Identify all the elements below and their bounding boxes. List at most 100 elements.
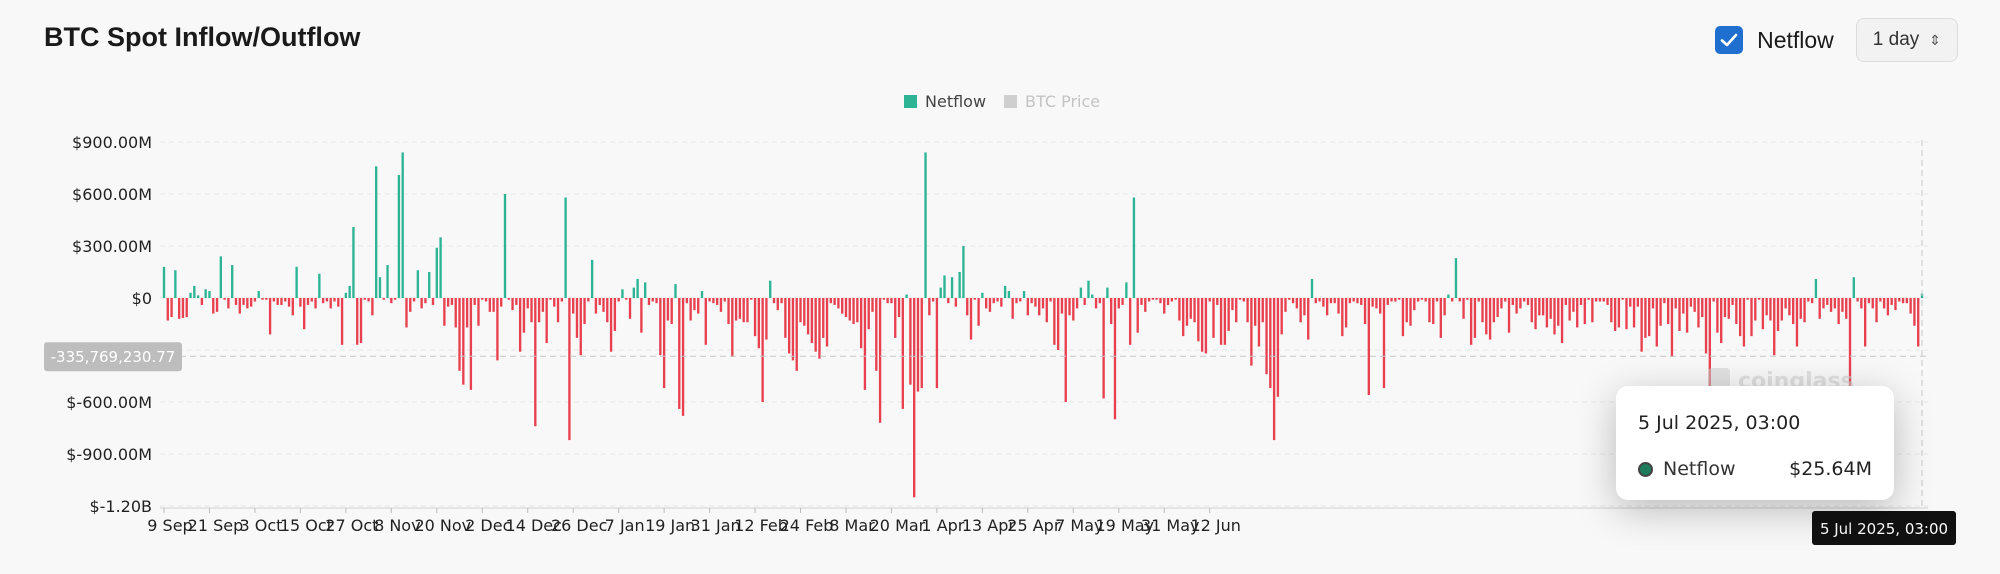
bar <box>617 298 620 302</box>
bar <box>1432 298 1435 324</box>
bar <box>1140 298 1143 305</box>
bar <box>594 298 598 314</box>
bar <box>1056 298 1060 350</box>
bar <box>746 298 749 323</box>
bar <box>1568 298 1571 321</box>
bar <box>496 298 499 361</box>
bar <box>249 298 253 307</box>
bar <box>950 277 954 298</box>
bar <box>1625 298 1628 330</box>
bar <box>1379 298 1382 314</box>
bar <box>1288 298 1291 300</box>
bar <box>1363 298 1367 324</box>
bar <box>738 298 742 319</box>
bar <box>340 298 344 345</box>
bar <box>882 298 886 300</box>
bar <box>1344 298 1348 328</box>
bar <box>1371 298 1374 307</box>
coinglass-logo-icon <box>1708 368 1730 390</box>
bar <box>409 298 412 312</box>
interval-select[interactable]: 1 day ⇕ <box>1855 18 1958 62</box>
bar <box>1235 298 1238 323</box>
bar <box>1852 277 1855 298</box>
bar <box>1348 298 1352 304</box>
bar <box>628 298 632 319</box>
crosshair-y-label: -335,769,230.77 <box>51 348 176 366</box>
bar <box>318 273 321 298</box>
bar <box>1466 298 1469 300</box>
x-tick-label: 25 Apr <box>1007 516 1061 535</box>
bar <box>1337 298 1340 314</box>
bar <box>1382 298 1386 389</box>
bar <box>1011 298 1014 319</box>
x-tick-label: 12 Jun <box>1190 516 1240 535</box>
bar <box>1640 298 1643 352</box>
y-tick-label: $900.00M <box>72 133 152 152</box>
bar <box>935 298 939 389</box>
bar <box>939 287 942 298</box>
bar <box>1454 258 1458 298</box>
bar <box>878 298 882 423</box>
netflow-checkbox[interactable] <box>1715 26 1744 54</box>
bar <box>640 298 643 333</box>
bar <box>1390 298 1393 302</box>
bar <box>1216 298 1219 305</box>
bar <box>1185 298 1189 326</box>
y-tick-label: $-900.00M <box>66 445 152 464</box>
bar <box>1727 298 1730 319</box>
bar <box>1913 298 1916 326</box>
bar <box>916 298 920 392</box>
bar <box>1909 298 1912 314</box>
bar <box>431 298 435 305</box>
bar <box>1159 298 1162 304</box>
bar <box>1208 298 1211 302</box>
bar <box>1515 298 1518 314</box>
tooltip-series-name: Netflow <box>1663 458 1736 480</box>
bar <box>674 284 677 298</box>
bar <box>697 298 700 314</box>
bar <box>1557 298 1560 326</box>
bar <box>814 298 817 352</box>
bar <box>458 298 461 371</box>
bar <box>469 298 473 390</box>
bar <box>1776 298 1780 331</box>
bar <box>1151 298 1155 300</box>
bar <box>1530 298 1533 323</box>
bar <box>723 298 726 302</box>
netflow-bars <box>162 152 1924 498</box>
bar <box>401 152 404 298</box>
bar <box>1860 298 1863 309</box>
bar <box>492 298 495 312</box>
bar <box>1178 298 1181 321</box>
bar <box>1435 298 1439 302</box>
bar <box>841 298 844 314</box>
bar <box>291 298 294 316</box>
chart-controls: Netflow 1 day ⇕ <box>1715 18 1958 62</box>
bar <box>863 298 867 390</box>
bar <box>780 298 783 304</box>
crosshair: -335,769,230.77 5 Jul 2025, 03:00 <box>44 140 1956 545</box>
bar <box>1310 278 1314 298</box>
bar <box>1462 298 1465 319</box>
bar <box>1367 298 1371 396</box>
bar <box>1307 298 1310 340</box>
bar <box>1655 298 1658 347</box>
bar <box>1166 298 1170 305</box>
tooltip-date: 5 Jul 2025, 03:00 <box>1638 412 1801 434</box>
bar <box>1064 298 1067 402</box>
bar <box>1799 298 1802 319</box>
bar <box>894 298 897 338</box>
bar <box>166 298 169 321</box>
bar <box>1098 298 1102 304</box>
bar <box>1291 298 1295 304</box>
bar <box>822 298 825 338</box>
y-tick-label: $-600.00M <box>66 393 152 412</box>
bar <box>1231 298 1234 311</box>
bar <box>1447 294 1450 298</box>
bar <box>700 291 704 298</box>
bar <box>992 298 995 304</box>
netflow-toggle-label[interactable]: Netflow <box>1757 26 1834 53</box>
bar <box>227 298 230 309</box>
bar <box>905 294 908 298</box>
bar <box>708 298 711 302</box>
